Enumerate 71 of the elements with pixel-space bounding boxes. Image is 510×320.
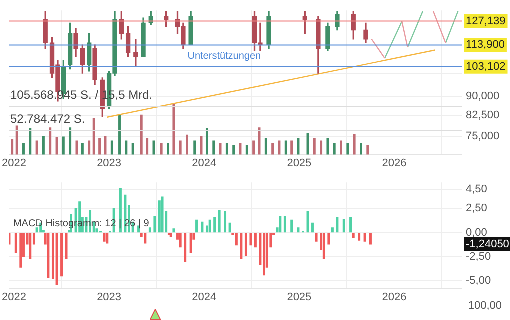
y-tick-label: 4,50: [466, 183, 488, 196]
bar: [224, 211, 227, 233]
bar: [342, 218, 346, 233]
text: 100,00: [468, 300, 502, 312]
annotation: Unterstützungen: [188, 50, 262, 62]
x-tick-label: 2022: [2, 291, 26, 304]
bar: [214, 217, 216, 233]
bar: [254, 232, 257, 248]
bar: [190, 232, 192, 254]
bar: [208, 220, 212, 233]
bar: [65, 232, 68, 260]
x-tick-label: 2026: [382, 291, 407, 304]
bar: [106, 232, 109, 244]
bar: [358, 232, 361, 241]
bar: [244, 232, 248, 256]
bar: [154, 216, 156, 233]
bar: [148, 228, 152, 233]
bar: [240, 232, 243, 260]
bar: [228, 222, 232, 233]
bar: [364, 232, 366, 242]
y-tick-label: 0,00: [466, 226, 488, 239]
bar: [290, 220, 294, 233]
bar: [279, 216, 282, 233]
bar: [350, 217, 352, 233]
ref-line-label: 127,139: [466, 15, 506, 28]
bar: [29, 232, 32, 260]
bar: [263, 232, 266, 276]
bar: [328, 232, 330, 245]
bar: [47, 232, 50, 279]
y-tick-label: -5,00: [466, 275, 492, 288]
y-tick-label: -2,50: [466, 250, 492, 263]
x-tick-label: 2023: [97, 291, 122, 304]
x-tick-label: 2025: [287, 291, 312, 304]
bar: [250, 232, 252, 246]
bar: [103, 232, 106, 242]
bar: [235, 232, 238, 246]
candlestick: [134, 39, 138, 68]
y-tick-label: 75,000: [466, 130, 500, 142]
bar: [284, 216, 286, 233]
y-tick-label: 2,50: [466, 202, 488, 215]
bar: [336, 217, 339, 233]
x-tick-label: 2022: [2, 157, 26, 170]
bar: [179, 232, 182, 248]
bar: [322, 232, 326, 260]
bar: [201, 222, 204, 233]
bar: [312, 222, 314, 233]
bar: [218, 210, 221, 233]
y-tick-label: 82,500: [466, 110, 500, 122]
ref-line-label: 103,102: [466, 60, 506, 73]
bar: [144, 232, 147, 244]
bar: [352, 232, 355, 238]
bar: [14, 232, 18, 254]
x-tick-label: 2024: [192, 157, 217, 170]
text: -1,24050: [466, 238, 510, 250]
x-tick-label: 2026: [382, 157, 407, 170]
ref-line-label: 52.784.472 S.: [10, 112, 86, 126]
bar: [172, 228, 176, 233]
bar: [20, 232, 22, 268]
x-tick-label: 2025: [287, 157, 312, 170]
bar: [161, 196, 164, 233]
bar: [184, 232, 187, 262]
y-tick-label: 90,000: [466, 90, 500, 103]
bar: [370, 232, 372, 245]
x-tick-label: 2024: [192, 291, 217, 304]
bar: [60, 232, 63, 277]
bar: [331, 228, 334, 233]
ref-line-label: 113,900: [466, 39, 505, 52]
bar: [196, 220, 198, 233]
bar: [315, 232, 318, 242]
bar: [158, 200, 161, 233]
x-tick-label: 2023: [97, 157, 122, 170]
